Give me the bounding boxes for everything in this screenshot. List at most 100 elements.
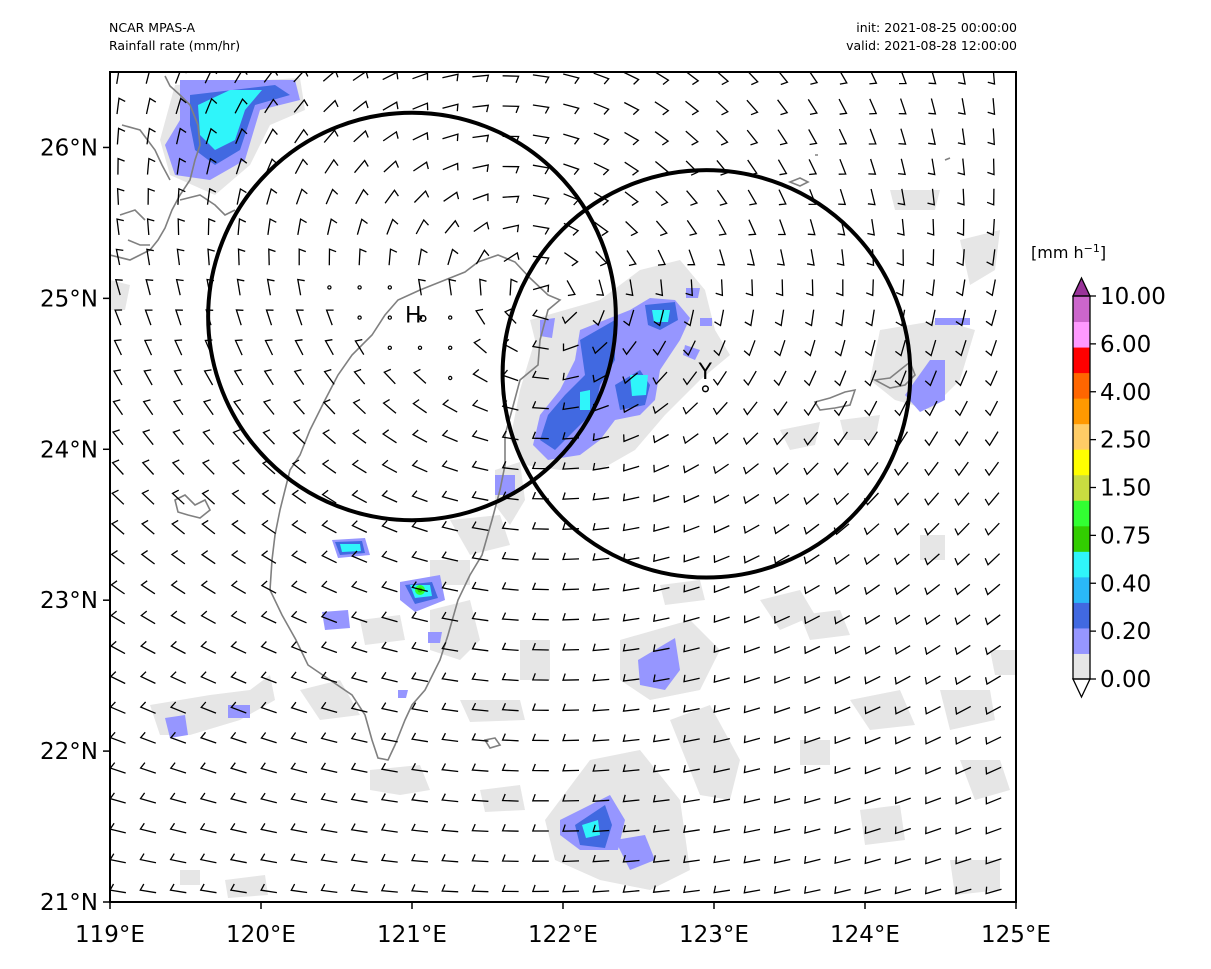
wind-barb xyxy=(655,279,664,297)
wind-barb xyxy=(170,640,186,655)
wind-barb xyxy=(686,220,698,236)
wind-barb xyxy=(350,883,368,893)
wind-barb xyxy=(141,459,155,475)
wind-barb xyxy=(622,643,640,652)
wind-barb xyxy=(290,883,308,894)
wind-barb xyxy=(170,550,186,565)
center-point-y xyxy=(701,385,710,393)
wind-barb xyxy=(592,885,610,893)
colorbar-band xyxy=(1073,653,1090,680)
wind-barb xyxy=(265,158,278,175)
wind-barb xyxy=(502,224,520,233)
wind-barb xyxy=(864,736,881,745)
wind-barb xyxy=(207,248,215,266)
wind-barb xyxy=(955,340,967,357)
wind-barb xyxy=(110,550,125,565)
wind-barb xyxy=(471,642,489,652)
y-tick-label: 26°N xyxy=(40,135,98,161)
wind-barb xyxy=(354,338,365,355)
wind-barb xyxy=(955,309,967,327)
wind-barb xyxy=(111,459,124,475)
wind-barb xyxy=(622,613,640,622)
wind-barb xyxy=(624,191,639,206)
wind-barb xyxy=(139,822,157,834)
wind-barb xyxy=(898,98,907,115)
wind-barb xyxy=(682,433,699,445)
wind-barb xyxy=(743,524,760,534)
wind-barb xyxy=(894,370,907,387)
colorbar-label: 1.50 xyxy=(1100,476,1151,502)
wind-barb xyxy=(839,72,848,85)
wind-barb xyxy=(803,401,818,417)
wind-barb xyxy=(260,883,277,894)
wind-barb xyxy=(202,429,215,445)
wind-barb xyxy=(954,553,970,566)
islet-lanyu xyxy=(483,737,502,749)
wind-barb xyxy=(834,766,851,775)
wind-barb xyxy=(683,825,700,833)
wind-barb xyxy=(984,431,999,447)
wind-barb xyxy=(471,793,489,802)
wind-barb xyxy=(290,701,307,714)
wind-barb xyxy=(894,675,911,685)
wind-barb xyxy=(114,309,123,326)
wind-barb xyxy=(207,218,216,236)
wind-barb xyxy=(175,97,187,115)
wind-barb xyxy=(562,552,580,561)
x-tick-label: 125°E xyxy=(981,922,1051,948)
x-tick-label: 124°E xyxy=(830,922,900,948)
wind-barb xyxy=(502,75,520,83)
wind-barb xyxy=(351,550,368,563)
wind-barb xyxy=(864,339,876,357)
wind-barb xyxy=(593,102,610,115)
wind-barb xyxy=(561,311,578,325)
wind-barb xyxy=(260,792,277,804)
wind-barb xyxy=(985,826,1002,835)
wind-barb xyxy=(502,195,520,204)
wind-barb xyxy=(562,462,580,470)
wind-barb xyxy=(531,401,549,410)
wind-barb xyxy=(987,72,996,85)
wind-barb xyxy=(683,734,700,743)
wind-barb xyxy=(388,248,398,266)
wind-barb xyxy=(836,249,845,266)
wind-barb xyxy=(743,885,761,894)
wind-barb xyxy=(924,675,941,685)
wind-barb xyxy=(141,489,155,505)
wind-barb xyxy=(773,370,787,387)
wind-barb xyxy=(805,309,815,327)
wind-barb xyxy=(564,252,579,267)
wind-barb xyxy=(652,824,670,833)
wind-barb xyxy=(592,341,608,355)
wind-barb xyxy=(170,580,186,595)
wind-barb xyxy=(562,492,580,500)
wind-barb xyxy=(655,220,668,237)
field-name: Rainfall rate (mm/hr) xyxy=(109,38,241,53)
wind-barb xyxy=(986,188,995,206)
wind-barb xyxy=(774,675,791,684)
wind-barb xyxy=(924,614,941,626)
wind-barb xyxy=(622,372,639,385)
wind-barb xyxy=(592,553,610,561)
wind-barb xyxy=(954,614,971,626)
wind-barb xyxy=(471,399,489,412)
wind-barb xyxy=(294,128,309,144)
wind-barb xyxy=(441,884,459,893)
wind-barb xyxy=(809,72,819,85)
wind-barb xyxy=(200,610,216,624)
wind-barb xyxy=(563,133,580,145)
wind-barb xyxy=(803,370,817,387)
wind-barb xyxy=(624,131,640,146)
wind-barb xyxy=(295,188,308,205)
wind-barb xyxy=(956,249,965,267)
wind-barb xyxy=(653,584,670,593)
map-plot-area xyxy=(110,72,1016,902)
wind-barb xyxy=(984,522,1000,536)
wind-barb xyxy=(290,732,308,744)
calm-marker xyxy=(357,285,362,290)
wind-barb xyxy=(803,523,820,535)
wind-barb xyxy=(411,884,429,893)
wind-barb xyxy=(501,733,519,742)
wind-barb xyxy=(716,72,730,86)
wind-barb xyxy=(592,492,610,501)
